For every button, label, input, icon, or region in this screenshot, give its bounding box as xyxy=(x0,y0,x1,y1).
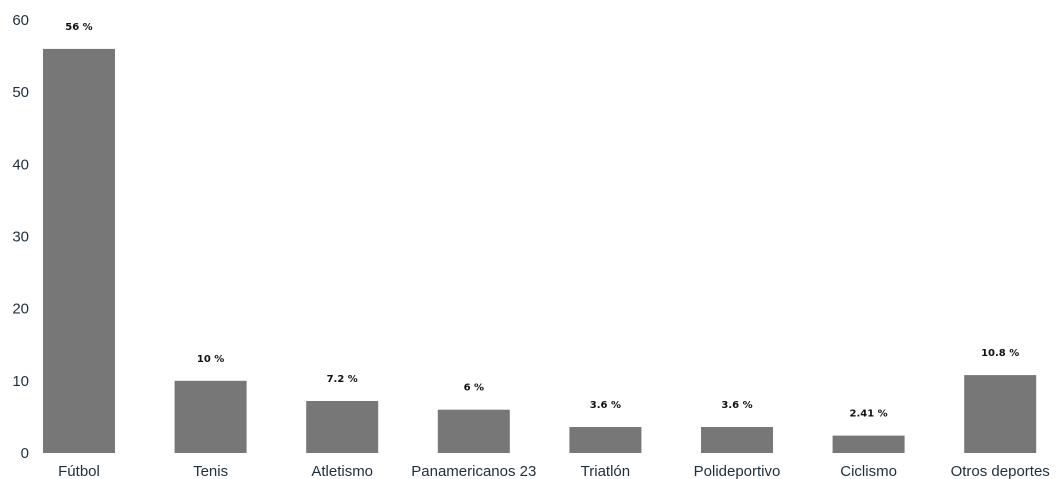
y-tick-label: 30 xyxy=(12,229,29,246)
x-tick-label: Triatlón xyxy=(581,463,630,479)
x-tick-label: Ciclismo xyxy=(840,463,897,479)
data-label: 10 % xyxy=(197,354,224,365)
bar xyxy=(832,435,905,453)
bars xyxy=(43,48,1037,454)
data-label: 56 % xyxy=(65,22,92,33)
data-label: 6 % xyxy=(464,383,484,394)
bar xyxy=(43,48,115,454)
y-axis-ticks: 0 10 20 30 40 50 60 xyxy=(12,12,29,462)
data-label: 7.2 % xyxy=(327,374,358,385)
data-label: 10.8 % xyxy=(981,348,1019,359)
y-tick-label: 40 xyxy=(12,156,29,173)
y-tick-label: 50 xyxy=(12,84,29,101)
x-tick-label: Tenis xyxy=(193,463,228,479)
y-tick-label: 10 xyxy=(12,373,29,390)
data-labels: 56 % 10 % 7.2 % 6 % 3.6 % 3.6 % 2.41 % 10.8 % xyxy=(65,22,1019,420)
x-tick-label: Polideportivo xyxy=(694,463,781,479)
x-axis-labels: Fútbol Tenis Atletismo Panamericanos 23 Tria… xyxy=(58,463,1050,479)
data-label: 3.6 % xyxy=(590,400,621,411)
x-tick-label: Otros deportes xyxy=(951,463,1050,479)
y-tick-label: 20 xyxy=(12,301,29,318)
data-label: 2.41 % xyxy=(850,409,888,420)
bar xyxy=(306,401,379,453)
bar xyxy=(569,427,642,453)
bar xyxy=(701,427,773,453)
data-label: 3.6 % xyxy=(721,400,752,411)
bar xyxy=(174,380,247,453)
y-tick-label: 0 xyxy=(21,445,29,462)
y-tick-label: 60 xyxy=(12,12,29,29)
bar xyxy=(437,409,510,453)
x-tick-label: Atletismo xyxy=(311,463,373,479)
bar xyxy=(964,375,1037,453)
x-tick-label: Panamericanos 23 xyxy=(411,463,536,479)
x-tick-label: Fútbol xyxy=(58,463,100,479)
